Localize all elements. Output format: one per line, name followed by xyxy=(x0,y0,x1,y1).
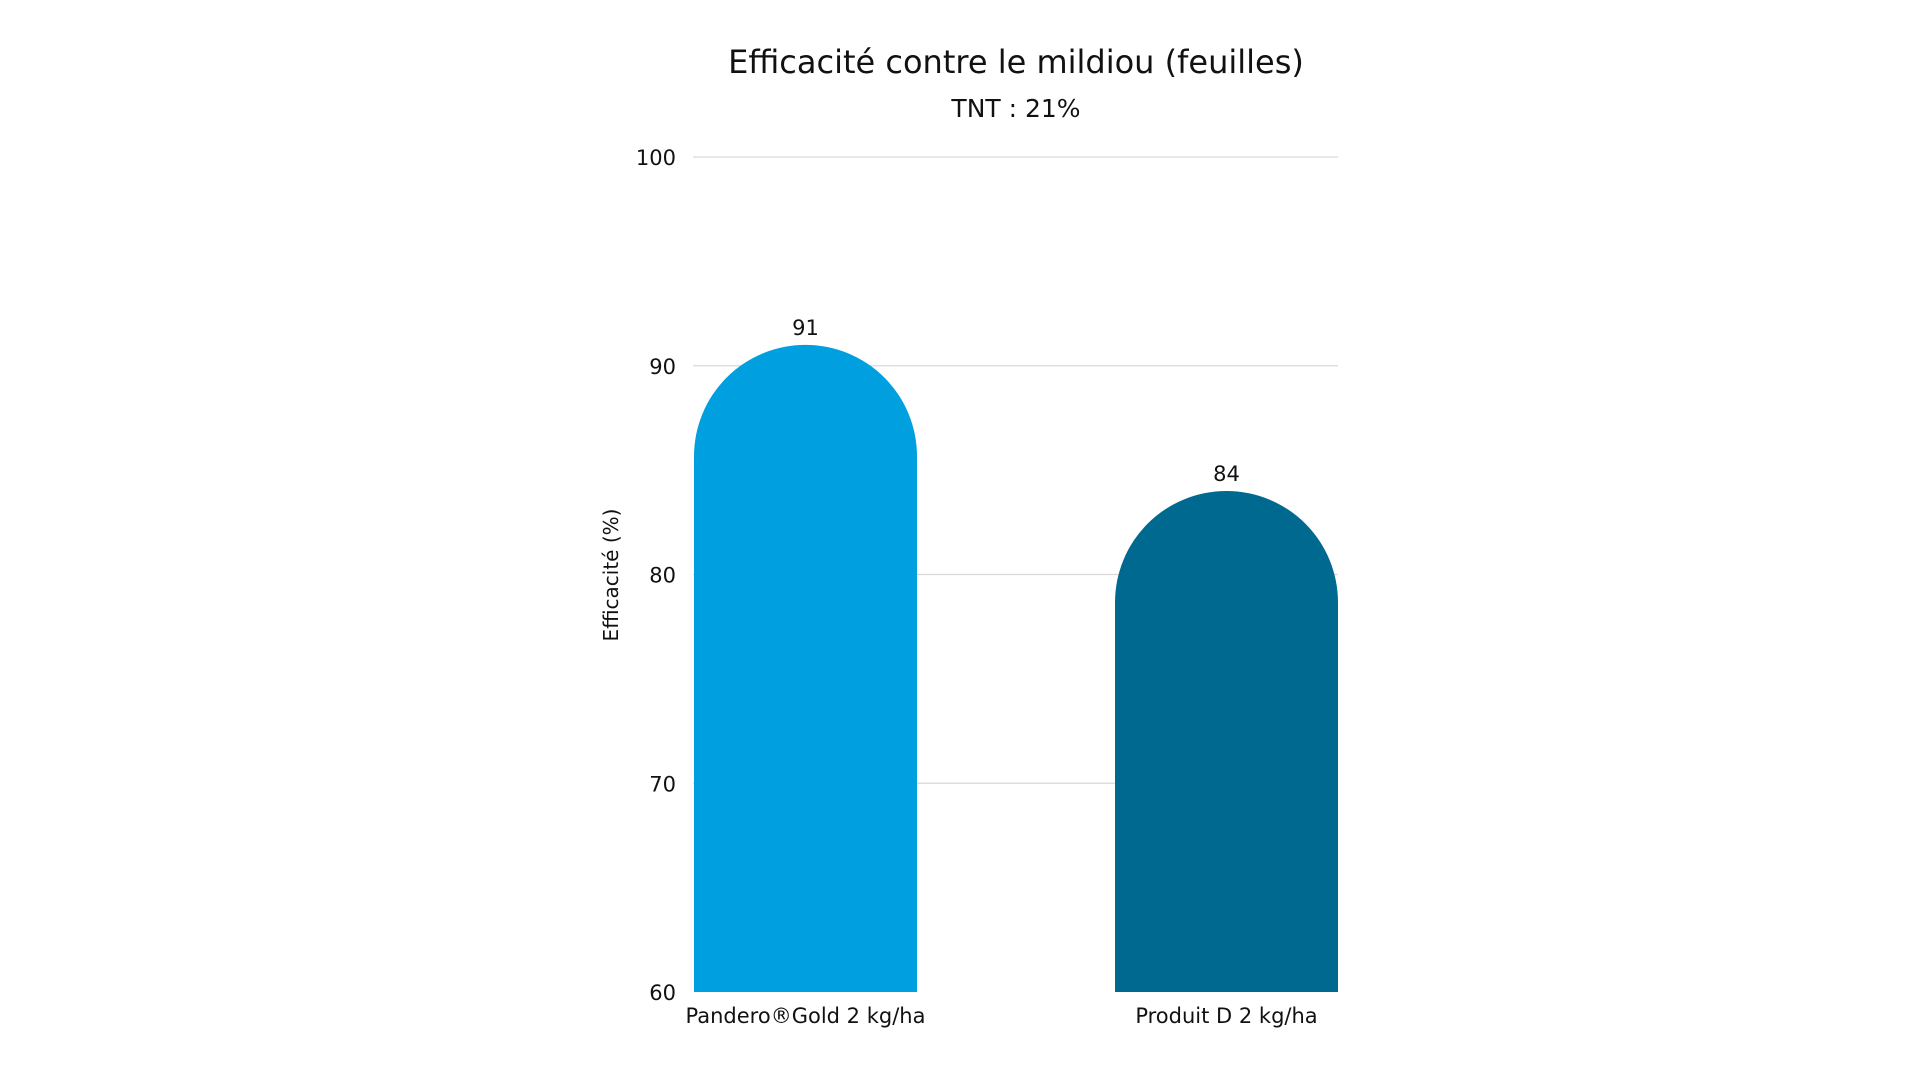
data-label: 84 xyxy=(1213,462,1240,486)
y-tick-label: 100 xyxy=(636,146,676,170)
bar xyxy=(1115,491,1338,992)
x-tick-label: Produit D 2 kg/ha xyxy=(1135,1004,1317,1028)
chart-subtitle: TNT : 21% xyxy=(950,94,1080,123)
y-tick-label: 80 xyxy=(649,564,676,588)
chart-title: Efficacité contre le mildiou (feuilles) xyxy=(728,43,1304,81)
y-axis-label: Efficacité (%) xyxy=(599,509,623,642)
x-tick-label: Pandero®Gold 2 kg/ha xyxy=(686,1004,926,1028)
y-tick-label: 70 xyxy=(649,772,676,796)
data-label: 91 xyxy=(792,316,819,340)
y-tick-label: 60 xyxy=(649,981,676,1005)
y-tick-label: 90 xyxy=(649,355,676,379)
bar xyxy=(694,344,917,993)
